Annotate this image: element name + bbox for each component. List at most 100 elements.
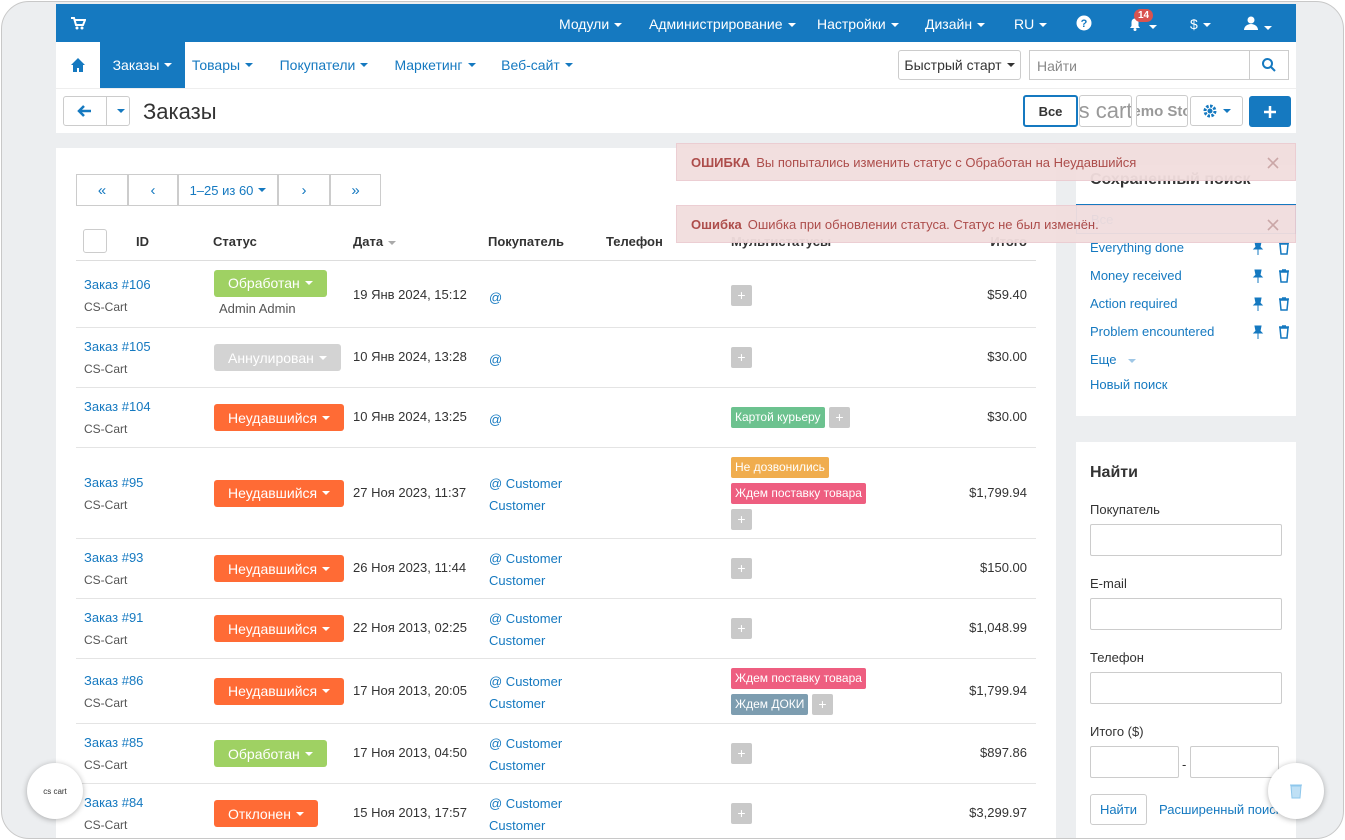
pagination-button[interactable]: « [76,174,128,206]
order-link[interactable]: Заказ #105 [84,339,151,354]
column-header[interactable]: Дата [353,234,397,249]
order-link[interactable]: Заказ #91 [84,610,144,625]
order-link[interactable]: Заказ #84 [84,795,144,810]
add-tag-button[interactable]: + [731,508,752,530]
nav-item[interactable]: Покупатели [274,42,374,88]
search-button[interactable] [1249,50,1289,80]
order-company: CS-Cart [84,299,128,314]
order-link[interactable]: Заказ #106 [84,276,151,292]
recycle-bin[interactable] [1268,763,1324,819]
customer-link[interactable]: @ Customer Customer [489,673,563,711]
pin-icon[interactable] [1250,296,1266,315]
customer-link[interactable]: @ Customer Customer [489,551,563,588]
top-menu-item[interactable]: Настройки [817,16,899,32]
home-icon[interactable] [70,57,86,76]
add-tag-button[interactable]: + [731,618,752,639]
saved-search-item[interactable]: Problem encountered [1090,324,1215,339]
settings-button[interactable] [1190,96,1243,126]
status-button[interactable]: Неудавшийся [214,615,345,642]
new-search-link[interactable]: Новый поиск [1090,377,1168,392]
saved-search-more[interactable]: Еще [1090,352,1137,367]
nav-item[interactable]: Маркетинг [388,42,482,88]
order-date: 22 Ноя 2013, 02:25 [353,620,468,635]
order-link[interactable]: Заказ #86 [84,672,144,688]
alert-close[interactable] [1265,155,1281,174]
pin-icon[interactable] [1250,324,1266,343]
order-link[interactable]: Заказ #104 [84,399,151,414]
add-tag-button[interactable]: + [812,693,833,715]
customer-link[interactable]: @ [489,289,503,305]
saved-search-item[interactable]: Action required [1090,296,1178,311]
status-button[interactable]: Неудавшийся [214,404,345,431]
status-button[interactable]: Неудавшийся [214,479,345,507]
user-icon[interactable] [1243,15,1272,34]
back-button[interactable] [63,96,107,126]
delete-icon[interactable] [1276,296,1292,315]
storefront-button[interactable]: Все [1023,95,1078,127]
range-to-input[interactable] [1190,746,1279,778]
column-header[interactable]: Статус [213,234,257,249]
top-menu-item[interactable]: $ [1190,16,1211,32]
find-button[interactable]: Найти [1090,794,1147,825]
status-button[interactable]: Неудавшийся [214,677,345,705]
top-menu-item[interactable]: Администрирование [649,16,796,32]
customer-link[interactable]: @ Customer Customer [489,796,563,833]
status-tag: Не дозвонились [731,456,829,478]
pin-icon[interactable] [1250,268,1266,287]
customer-link[interactable]: @ Customer Customer [489,736,563,773]
nav-item[interactable]: Заказы [100,42,185,88]
status-button[interactable]: Обработан [214,269,327,297]
delete-icon[interactable] [1276,324,1292,343]
nav-item[interactable]: Товары [185,42,260,88]
pagination-button[interactable]: 1–25 из 60 [178,174,278,206]
customer-link[interactable]: @ [489,352,503,367]
status-button[interactable]: Аннулирован [214,344,341,371]
top-menu-item[interactable]: Модули [559,16,623,32]
back-dropdown[interactable] [106,96,130,126]
alert-close[interactable] [1265,217,1281,236]
select-all-checkbox[interactable] [83,229,107,253]
storefront-button[interactable]: emo Sto [1136,95,1188,127]
column-header[interactable]: Покупатель [488,234,564,249]
search-input[interactable]: Найти [1029,50,1250,80]
storefront-button[interactable]: s cart [1079,95,1132,127]
help-icon[interactable]: ? [1076,15,1092,34]
quick-start-button[interactable]: Быстрый старт [898,50,1021,80]
range-from-input[interactable] [1090,746,1179,778]
pagination-button[interactable]: » [330,174,381,206]
pagination-button[interactable]: ‹ [128,174,178,206]
nav-item[interactable]: Веб-сайт [496,42,578,88]
add-tag-button[interactable]: + [731,284,752,306]
pin-icon-glyph [1252,269,1264,283]
advanced-search-link[interactable]: Расширенный поиск [1159,802,1282,817]
status-tag: Ждем поставку товара [731,667,866,689]
add-tag-button[interactable]: + [731,803,752,824]
column-header[interactable]: ID [136,234,149,249]
text-input[interactable] [1090,672,1282,704]
saved-search-item[interactable]: Everything done [1090,240,1184,255]
status-button[interactable]: Обработан [214,740,327,767]
add-tag-button[interactable]: + [829,407,850,428]
status-button[interactable]: Отклонен [214,800,318,827]
add-tag-button[interactable]: + [731,743,752,764]
customer-link[interactable]: @ [489,412,503,427]
customer-link[interactable]: @ Customer Customer [489,611,563,648]
text-input[interactable] [1090,524,1282,556]
delete-icon[interactable] [1276,268,1292,287]
top-menu-item[interactable]: RU [1014,16,1048,32]
order-link[interactable]: Заказ #95 [84,474,144,490]
saved-search-item[interactable]: Money received [1090,268,1182,283]
order-link[interactable]: Заказ #93 [84,550,144,565]
column-header[interactable]: Телефон [606,234,663,249]
add-button[interactable] [1249,96,1291,127]
add-tag-button[interactable]: + [731,347,752,368]
pagination-button[interactable]: › [278,174,330,206]
status-button[interactable]: Неудавшийся [214,555,345,582]
order-company: CS-Cart [84,695,128,710]
customer-link[interactable]: @ Customer Customer [489,475,563,513]
order-link[interactable]: Заказ #85 [84,735,144,750]
add-tag-button[interactable]: + [731,558,752,579]
top-menu-item[interactable]: Дизайн [925,16,986,32]
text-input[interactable] [1090,598,1282,630]
